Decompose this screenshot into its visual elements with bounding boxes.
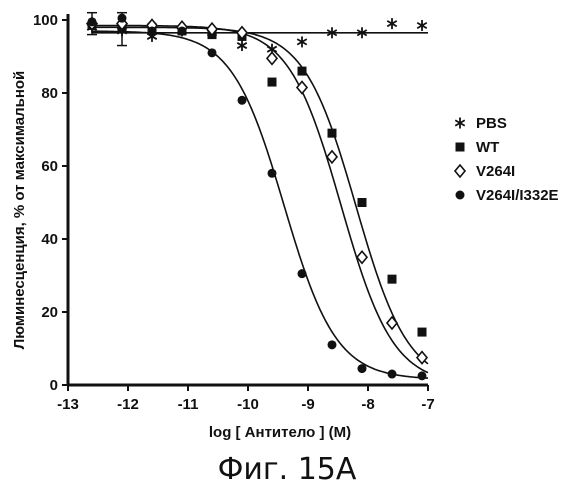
x-tick-label: -8 — [361, 396, 374, 413]
y-tick-label: 80 — [41, 85, 58, 102]
legend-marker-asterisk — [455, 118, 465, 129]
data-point-circle — [298, 269, 307, 278]
legend: PBS WT V264I V264I/I332E — [455, 115, 559, 204]
circle-marker — [268, 169, 277, 178]
circle-marker — [328, 340, 337, 349]
x-tick-label: -13 — [57, 396, 79, 413]
y-tick-label: 0 — [50, 377, 58, 394]
circle-marker — [118, 14, 127, 23]
data-point-circle — [208, 48, 217, 57]
legend-label: PBS — [476, 115, 507, 132]
data-point-square — [298, 67, 307, 76]
data-point-diamond — [267, 52, 277, 64]
data-point-circle — [238, 96, 247, 105]
x-tick-label: -11 — [178, 396, 199, 413]
square-marker — [456, 143, 465, 152]
chart-svg: -13 -12 -11 -10 -9 -8 -7 0 20 40 60 80 100 PBS WT V264… — [0, 0, 574, 445]
legend-marker-square — [456, 143, 465, 152]
square-marker — [298, 67, 307, 76]
y-tick-label: 100 — [33, 12, 58, 29]
circle-marker — [388, 370, 397, 379]
data-point-circle — [118, 14, 127, 23]
square-marker — [328, 129, 337, 138]
circle-marker — [456, 191, 465, 200]
data-points — [87, 14, 427, 381]
square-marker — [268, 78, 277, 87]
data-point-circle — [88, 17, 97, 26]
y-axis-label: Люминесценция, % от максимальной — [11, 71, 28, 350]
fit-curve — [92, 26, 428, 373]
y-tick-label: 20 — [41, 304, 58, 321]
square-marker — [388, 275, 397, 284]
x-tick-label: -9 — [301, 396, 314, 413]
diamond-marker — [455, 165, 465, 177]
legend-item: V264I — [455, 163, 515, 180]
legend-label: V264I — [476, 163, 515, 180]
square-marker — [418, 328, 427, 337]
square-marker — [358, 198, 367, 207]
y-tick-label: 40 — [41, 231, 58, 248]
data-point-asterisk — [387, 18, 397, 29]
x-tick-label: -12 — [117, 396, 139, 413]
data-point-circle — [358, 364, 367, 373]
circle-marker — [358, 364, 367, 373]
data-point-asterisk — [417, 20, 427, 31]
data-point-circle — [328, 340, 337, 349]
data-point-asterisk — [297, 36, 307, 47]
fit-curves — [92, 26, 428, 379]
legend-marker-diamond — [455, 165, 465, 177]
circle-marker — [418, 371, 427, 380]
data-point-square — [328, 129, 337, 138]
data-point-circle — [388, 370, 397, 379]
circle-marker — [208, 48, 217, 57]
y-tick-label: 60 — [41, 158, 58, 175]
x-axis-label: log [ Антитело ] (M) — [209, 424, 351, 441]
data-point-asterisk — [237, 40, 247, 51]
figure-caption: Фиг. 15А — [0, 452, 574, 487]
data-point-square — [358, 198, 367, 207]
data-point-circle — [178, 26, 187, 35]
axes: -13 -12 -11 -10 -9 -8 -7 0 20 40 60 80 100 — [33, 12, 435, 413]
x-tick-label: -10 — [237, 396, 259, 413]
circle-marker — [238, 96, 247, 105]
circle-marker — [148, 26, 157, 35]
legend-label: WT — [476, 139, 499, 156]
data-point-square — [268, 78, 277, 87]
circle-marker — [178, 26, 187, 35]
data-point-square — [388, 275, 397, 284]
legend-marker-circle — [456, 191, 465, 200]
legend-item: PBS — [455, 115, 507, 132]
circle-marker — [88, 17, 97, 26]
circle-marker — [298, 269, 307, 278]
x-tick-label: -7 — [421, 396, 434, 413]
legend-item: WT — [456, 139, 500, 156]
diamond-marker — [267, 52, 277, 64]
data-point-circle — [418, 371, 427, 380]
legend-item: V264I/I332E — [456, 187, 559, 204]
legend-label: V264I/I332E — [476, 187, 559, 204]
data-point-square — [418, 328, 427, 337]
data-point-circle — [268, 169, 277, 178]
fit-curve — [92, 31, 428, 378]
data-point-circle — [148, 26, 157, 35]
